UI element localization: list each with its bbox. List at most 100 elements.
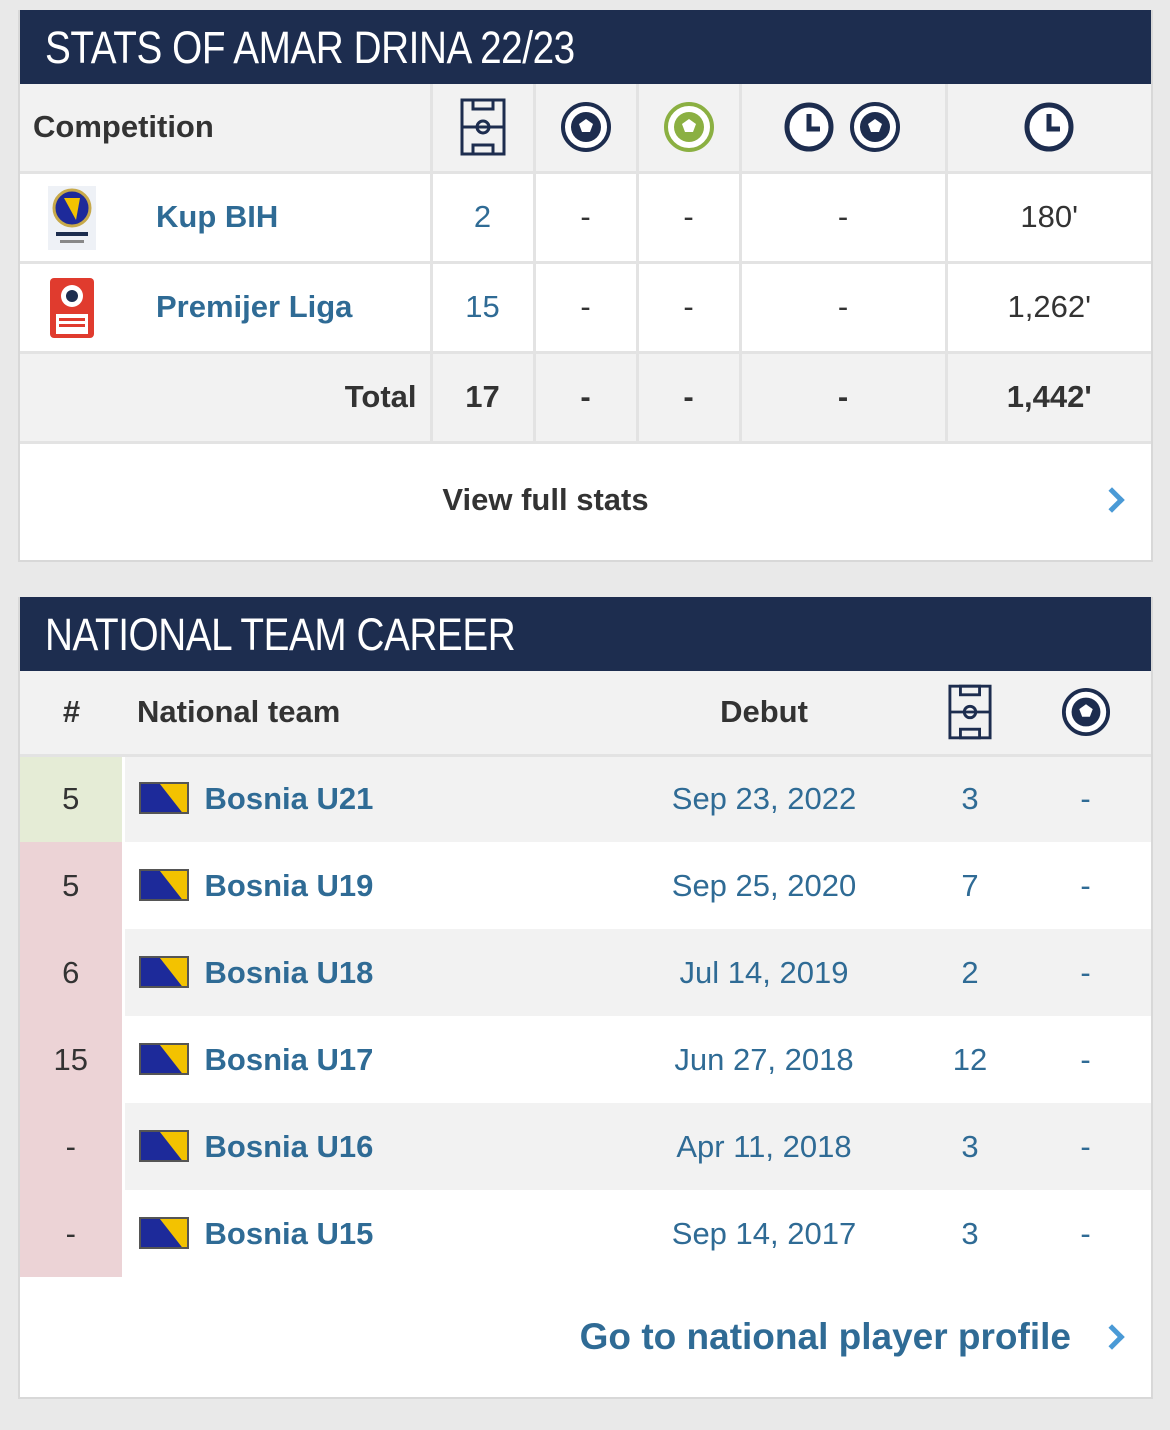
- national-team-row: - Bosnia U15 Sep 14, 2017 3-: [20, 1190, 1151, 1277]
- team-link[interactable]: Bosnia U15: [204, 1215, 374, 1251]
- stats-title: STATS OF AMAR DRINA 22/23: [45, 22, 575, 73]
- green-ball-icon: [637, 84, 742, 174]
- clock-ball-icon: [740, 84, 948, 174]
- bosnia-flag-icon: [138, 782, 189, 815]
- stats-row: Premijer Liga 15 - - - 1,262': [20, 262, 1151, 354]
- apps-value: 3: [920, 1190, 1020, 1277]
- competition-cell: Kup BIH: [20, 172, 433, 264]
- national-team-box: NATIONAL TEAM CAREER # National team Deb…: [18, 597, 1153, 1399]
- national-team-row: 15 Bosnia U17 Jun 27, 2018 12-: [20, 1016, 1151, 1103]
- stats-box: STATS OF AMAR DRINA 22/23 Competition: [18, 10, 1153, 562]
- team-cell[interactable]: Bosnia U21: [123, 755, 608, 842]
- national-team-table: # National team Debut 5 Bosnia U21 Sep 23,…: [20, 671, 1151, 1397]
- national-team-row: - Bosnia U16 Apr 11, 2018 3-: [20, 1103, 1151, 1190]
- goals-value: -: [1020, 755, 1151, 842]
- apps-value: 2: [920, 929, 1020, 1016]
- view-full-stats-row: View full stats: [20, 442, 1151, 557]
- national-team-row: 5 Bosnia U21 Sep 23, 2022 3-: [20, 755, 1151, 842]
- team-link[interactable]: Bosnia U18: [204, 954, 374, 990]
- view-full-stats-label: View full stats: [442, 482, 649, 518]
- ball-icon: [534, 84, 639, 174]
- national-title-bar: NATIONAL TEAM CAREER: [20, 597, 1151, 671]
- team-cell[interactable]: Bosnia U16: [123, 1103, 608, 1190]
- apps-value: 15: [431, 262, 536, 354]
- goals-value: -: [1020, 842, 1151, 929]
- stats-header-row: Competition: [20, 84, 1151, 174]
- bosnia-flag-icon: [138, 1042, 189, 1075]
- apps-value: 12: [920, 1016, 1020, 1103]
- national-profile-link[interactable]: Go to national player profile: [20, 1277, 1151, 1397]
- competition-header: Competition: [20, 84, 433, 174]
- bosnia-flag-icon: [138, 1216, 189, 1249]
- clock-icon: [946, 84, 1151, 174]
- team-link[interactable]: Bosnia U19: [204, 867, 374, 903]
- team-cell[interactable]: Bosnia U18: [123, 929, 608, 1016]
- rank-value: -: [20, 1190, 125, 1277]
- rank-value: 5: [20, 755, 125, 842]
- goals-value: -: [534, 262, 639, 354]
- total-minutes-per-goal: -: [740, 352, 948, 444]
- team-cell[interactable]: Bosnia U15: [123, 1190, 608, 1277]
- goals-value: -: [1020, 1016, 1151, 1103]
- premijer-liga-logo: [50, 277, 94, 338]
- competition-link[interactable]: Premijer Liga: [156, 289, 353, 324]
- minutes-value: 180': [946, 172, 1151, 264]
- total-label: Total: [20, 352, 433, 444]
- bosnia-flag-icon: [138, 868, 189, 901]
- total-apps: 17: [431, 352, 536, 444]
- competition-cell: Premijer Liga: [20, 262, 433, 354]
- minutes-per-goal-value: -: [740, 262, 948, 354]
- apps-value: 7: [920, 842, 1020, 929]
- goals-value: -: [1020, 929, 1151, 1016]
- stats-table: Competition Kup BIH 2 - -: [20, 84, 1151, 557]
- chevron-right-icon: [1099, 487, 1125, 513]
- goals-value: -: [534, 172, 639, 264]
- assists-value: -: [637, 262, 742, 354]
- stats-title-bar: STATS OF AMAR DRINA 22/23: [20, 10, 1151, 84]
- chevron-right-icon: [1099, 1324, 1125, 1350]
- kup-bih-logo: [48, 185, 96, 250]
- rank-value: -: [20, 1103, 125, 1190]
- view-full-stats-link[interactable]: View full stats: [20, 442, 1151, 557]
- goals-value: -: [1020, 1190, 1151, 1277]
- competition-link[interactable]: Kup BIH: [156, 199, 279, 234]
- team-header: National team: [123, 671, 608, 757]
- rank-value: 15: [20, 1016, 125, 1103]
- total-minutes: 1,442': [946, 352, 1151, 444]
- stats-row: Kup BIH 2 - - - 180': [20, 172, 1151, 264]
- total-row: Total 17 - - - 1,442': [20, 352, 1151, 444]
- team-cell[interactable]: Bosnia U19: [123, 842, 608, 929]
- rank-header: #: [20, 671, 123, 757]
- minutes-value: 1,262': [946, 262, 1151, 354]
- bosnia-flag-icon: [138, 1129, 189, 1162]
- team-link[interactable]: Bosnia U17: [204, 1041, 374, 1077]
- team-link[interactable]: Bosnia U21: [204, 781, 374, 817]
- national-profile-row: Go to national player profile: [20, 1277, 1151, 1397]
- total-assists: -: [637, 352, 742, 444]
- total-goals: -: [534, 352, 639, 444]
- apps-value: 3: [920, 755, 1020, 842]
- rank-value: 6: [20, 929, 125, 1016]
- team-link[interactable]: Bosnia U16: [204, 1128, 374, 1164]
- national-title: NATIONAL TEAM CAREER: [45, 609, 516, 660]
- team-cell[interactable]: Bosnia U17: [123, 1016, 608, 1103]
- debut-value[interactable]: Sep 14, 2017: [608, 1190, 920, 1277]
- debut-value[interactable]: Sep 25, 2020: [608, 842, 920, 929]
- debut-value[interactable]: Apr 11, 2018: [608, 1103, 920, 1190]
- assists-value: -: [637, 172, 742, 264]
- national-team-row: 5 Bosnia U19 Sep 25, 2020 7-: [20, 842, 1151, 929]
- ball-icon: [1020, 671, 1151, 757]
- debut-value[interactable]: Sep 23, 2022: [608, 755, 920, 842]
- pitch-icon: [431, 84, 536, 174]
- debut-value[interactable]: Jul 14, 2019: [608, 929, 920, 1016]
- goals-value: -: [1020, 1103, 1151, 1190]
- bosnia-flag-icon: [138, 955, 189, 988]
- pitch-icon: [920, 671, 1020, 757]
- national-profile-label: Go to national player profile: [579, 1316, 1071, 1357]
- debut-header: Debut: [608, 671, 920, 757]
- national-team-row: 6 Bosnia U18 Jul 14, 2019 2-: [20, 929, 1151, 1016]
- debut-value[interactable]: Jun 27, 2018: [608, 1016, 920, 1103]
- national-header-row: # National team Debut: [20, 671, 1151, 757]
- minutes-per-goal-value: -: [740, 172, 948, 264]
- apps-value: 2: [431, 172, 536, 264]
